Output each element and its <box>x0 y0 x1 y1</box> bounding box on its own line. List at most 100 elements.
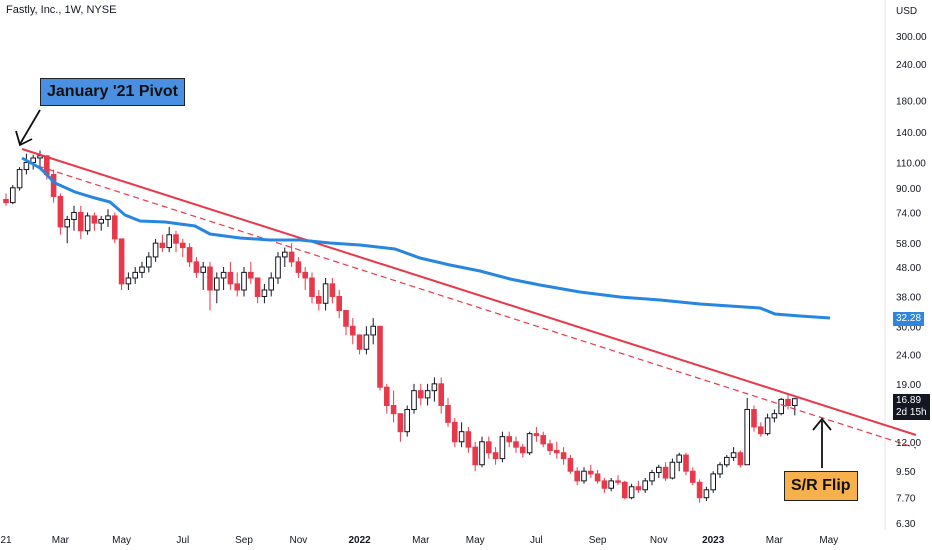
candle-body <box>329 283 336 297</box>
candle-body <box>220 271 227 279</box>
y-tick-label: 180.00 <box>896 96 927 107</box>
candle-body <box>241 271 247 291</box>
candle-body <box>91 215 98 224</box>
candle-body <box>615 480 621 483</box>
candle-body <box>125 277 132 285</box>
x-tick-label: Nov <box>650 535 668 546</box>
last-price-tag: 16.89 2d 15h <box>893 394 930 420</box>
candle-body <box>751 409 757 428</box>
candle-body <box>397 413 404 433</box>
candle-body <box>261 289 268 297</box>
candle-body <box>377 325 383 388</box>
candle-body <box>146 256 152 268</box>
candle-body <box>57 195 64 228</box>
candles <box>3 150 798 503</box>
candle-body <box>105 215 111 220</box>
y-tick-label: 74.00 <box>896 208 921 219</box>
x-tick-label: Mar <box>412 535 430 546</box>
y-axis: USD 300.00 240.00 180.00 140.00 110.00 90.00 7… <box>896 6 927 530</box>
candle-body <box>254 277 261 297</box>
candle-body <box>628 486 635 499</box>
candle-body <box>424 390 431 399</box>
candle-body <box>370 325 376 336</box>
candle-body <box>384 386 390 407</box>
pivot-arrow <box>19 109 41 145</box>
trendline-main <box>21 148 917 436</box>
last-price-value: 16.89 <box>896 395 922 406</box>
candle-body <box>662 466 669 479</box>
candle-body <box>98 218 105 224</box>
sr-flip-annotation: S/R Flip <box>784 471 858 501</box>
candle-body <box>771 413 778 419</box>
candle-body <box>778 398 785 415</box>
candle-body <box>737 452 744 466</box>
candle-body <box>84 215 91 232</box>
candle-body <box>438 383 444 407</box>
y-tick-label: 240.00 <box>896 60 927 71</box>
candle-body <box>200 266 206 273</box>
candle-body <box>703 489 710 499</box>
candle-body <box>302 271 308 279</box>
candle-body <box>288 251 295 263</box>
candle-body <box>30 157 36 163</box>
x-axis: 21 Mar May Jul Sep Nov 2022 Mar May Jul Sep Nov 2023… <box>0 535 838 546</box>
trendline-dashed <box>37 165 917 449</box>
candle-body <box>683 454 689 472</box>
pivot-annotation: January '21 Pivot <box>40 78 185 106</box>
x-tick-label: 2022 <box>348 535 371 546</box>
candle-body <box>3 199 9 204</box>
pivot-arrow-head <box>15 130 33 147</box>
candle-body <box>71 211 77 220</box>
candle-body <box>336 295 342 311</box>
candle-body <box>594 473 601 482</box>
candle-body <box>227 271 234 285</box>
bar-countdown: 2d 15h <box>896 407 927 418</box>
y-tick-label: 9.50 <box>896 467 916 478</box>
candle-body <box>445 405 451 423</box>
candle-body <box>166 234 172 249</box>
candle-body <box>214 277 220 291</box>
candle-body <box>356 334 363 350</box>
candle-body <box>513 441 519 448</box>
candle-body <box>717 464 723 475</box>
candle-body <box>506 436 512 443</box>
y-tick-label: 6.30 <box>896 519 916 530</box>
y-tick-label: 300.00 <box>896 32 927 43</box>
x-tick-label: 2023 <box>702 535 725 546</box>
x-tick-label: Jul <box>176 535 189 546</box>
y-tick-label: 12.00 <box>896 438 921 449</box>
candle-body <box>574 470 581 482</box>
y-axis-unit-label: USD <box>896 6 917 17</box>
candle-body <box>492 452 499 460</box>
x-tick-label: Mar <box>52 535 70 546</box>
candle-body <box>601 480 608 489</box>
candle-body <box>295 261 302 273</box>
candle-body <box>112 215 118 240</box>
candle-body <box>343 309 349 327</box>
x-tick-label: Jul <box>530 535 543 546</box>
candle-body <box>363 334 370 350</box>
candle-body <box>458 431 465 443</box>
candle-body <box>50 173 57 197</box>
candle-body <box>710 473 717 491</box>
candle-body <box>554 449 560 454</box>
candle-body <box>390 405 397 415</box>
candle-body <box>411 390 417 411</box>
candle-body <box>322 283 329 304</box>
flip-arrow-head <box>812 417 832 431</box>
candle-body <box>78 211 84 232</box>
y-tick-label: 7.70 <box>896 494 916 505</box>
candle-body <box>792 398 798 407</box>
candle-body <box>479 441 485 466</box>
candle-body <box>656 466 662 474</box>
candle-body <box>132 271 138 279</box>
candle-body <box>486 441 492 454</box>
moving-average-line <box>21 156 831 320</box>
candle-body <box>785 398 791 407</box>
x-tick-label: 21 <box>0 535 12 546</box>
y-tick-label: 38.00 <box>896 292 921 303</box>
candle-body <box>159 242 166 249</box>
candle-body <box>547 443 553 451</box>
candle-body <box>764 417 771 435</box>
